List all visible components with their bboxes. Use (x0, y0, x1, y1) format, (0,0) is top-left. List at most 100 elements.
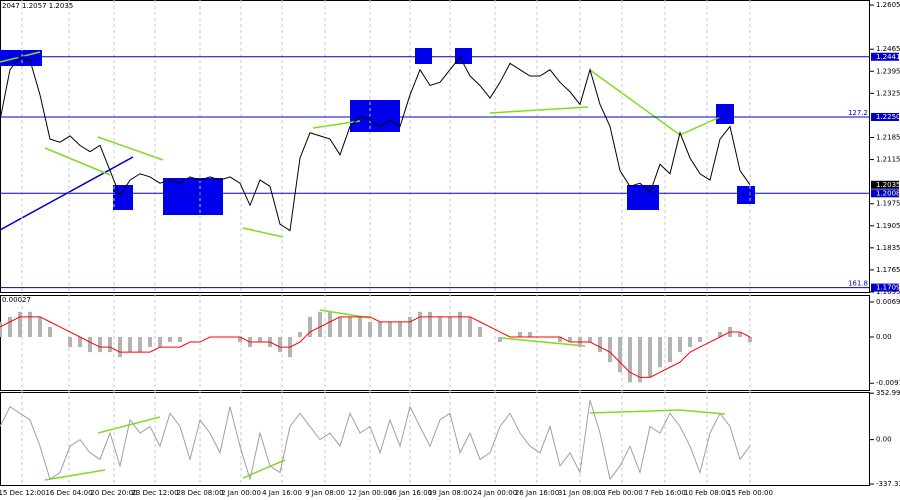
macd-bar (478, 326, 482, 337)
level-label: 1.2250 (876, 113, 900, 121)
macd-bar (568, 336, 572, 343)
macd-bar (48, 326, 52, 337)
x-tick-label: 15 Dec 12:00 (0, 489, 46, 497)
cci-line (0, 400, 751, 482)
annotations (0, 48, 755, 481)
x-tick-label: 20 Dec 20:00 (90, 489, 137, 497)
macd-bar (528, 331, 532, 337)
x-tick-label: 28 Dec 08:00 (176, 489, 223, 497)
macd-bar (638, 336, 642, 383)
level-label: 1.2008 (876, 189, 900, 197)
current-price-label: 1.2035 (876, 181, 900, 189)
macd-bar (718, 331, 722, 337)
macd-bar (588, 336, 592, 343)
x-tick-label: 23 Dec 12:00 (131, 489, 178, 497)
fib-label: 127.2 (848, 109, 868, 117)
x-tick-label: 12 Jan 00:00 (348, 489, 392, 497)
macd-bar (428, 311, 432, 337)
macd-bar (438, 316, 442, 337)
macd-bar (348, 316, 352, 337)
fib-label: 161.8 (848, 280, 868, 288)
y-tick-label: 1.2325 (876, 89, 900, 97)
macd-bar (618, 336, 622, 373)
macd-bar (168, 336, 172, 343)
macd-bar (668, 336, 672, 363)
price-header: 2047 1.2057 1.2035 (2, 2, 73, 10)
y-tick-label: 1.2465 (876, 45, 900, 53)
macd-bar (598, 336, 602, 353)
y-tick-label: 1.2185 (876, 133, 900, 141)
y-tick-label: -0.00917 (876, 379, 900, 387)
macd-bar (308, 316, 312, 337)
x-tick-label: 4 Jan 16:00 (262, 489, 302, 497)
macd-bar (178, 336, 182, 343)
y-tick-label: 1.1695 (876, 288, 900, 296)
x-tick-label: 15 Feb 00:00 (727, 489, 773, 497)
x-tick-label: 26 Jan 16:00 (515, 489, 559, 497)
macd-bar (38, 316, 42, 337)
macd-bar (258, 336, 262, 343)
macd-bar (158, 336, 162, 348)
macd-bar (458, 311, 462, 337)
y-tick-label: 1.1765 (876, 266, 900, 274)
macd-bar (698, 336, 702, 343)
macd-panel (0, 295, 870, 391)
signal-line (0, 316, 751, 378)
macd-bar (78, 336, 82, 348)
x-tick-label: 24 Jan 00:00 (473, 489, 517, 497)
macd-bar (388, 321, 392, 337)
macd-bar (678, 336, 682, 353)
x-tick-label: 2 Jan 00:00 (221, 489, 261, 497)
macd-bar (498, 336, 502, 343)
macd-bar (108, 336, 112, 353)
macd-bar (148, 336, 152, 348)
y-tick-label: 1.2605 (876, 1, 900, 9)
macd-bar (28, 311, 32, 337)
x-tick-label: 3 Feb 00:00 (601, 489, 642, 497)
macd-bar (398, 321, 402, 337)
x-tick-label: 19 Jan 08:00 (428, 489, 472, 497)
x-tick-label: 16 Dec 04:00 (45, 489, 92, 497)
y-tick-label: 1.2115 (876, 156, 900, 164)
macd-bar (748, 336, 752, 343)
y-tick-label: 1.1905 (876, 222, 900, 230)
level-box (871, 283, 899, 292)
cci-panel (0, 392, 870, 486)
x-tick-label: 9 Jan 08:00 (305, 489, 345, 497)
macd-bar (318, 311, 322, 337)
y-tick-label: 1.2395 (876, 67, 900, 75)
macd-bar (648, 336, 652, 378)
macd-bar (328, 311, 332, 337)
level-label: 1.2441 (876, 53, 900, 61)
level-box (871, 189, 899, 198)
macd-bar (68, 336, 72, 348)
x-tick-label: 16 Jan 16:00 (388, 489, 432, 497)
y-tick-label: 1.1975 (876, 200, 900, 208)
macd-bar (408, 316, 412, 337)
y-tick-label: 0.00694 (876, 298, 900, 306)
macd-bar (238, 336, 242, 343)
macd-bar (658, 336, 662, 368)
macd-bar (418, 311, 422, 337)
macd-bar (338, 316, 342, 337)
macd-bar (88, 336, 92, 353)
y-tick-label: -337.326 (876, 480, 900, 488)
macd-bar (558, 336, 562, 343)
macd-bar (518, 331, 522, 337)
macd-bar (0, 321, 2, 337)
x-tick-label: 10 Feb 08:00 (684, 489, 730, 497)
macd-bar (118, 336, 122, 358)
y-tick-label: 1.1835 (876, 244, 900, 252)
macd-bar (8, 316, 12, 337)
level-box (871, 112, 899, 121)
macd-header: 0.00027 (2, 296, 31, 304)
macd-bar (738, 331, 742, 337)
macd-bar (378, 321, 382, 337)
macd-bar (468, 316, 472, 337)
y-tick-label: 0.00 (876, 333, 892, 341)
level-label: 1.1709 (876, 284, 900, 292)
y-tick-label: 0.00 (876, 436, 892, 444)
macd-bar (448, 316, 452, 337)
x-tick-label: 31 Jan 08:00 (558, 489, 602, 497)
